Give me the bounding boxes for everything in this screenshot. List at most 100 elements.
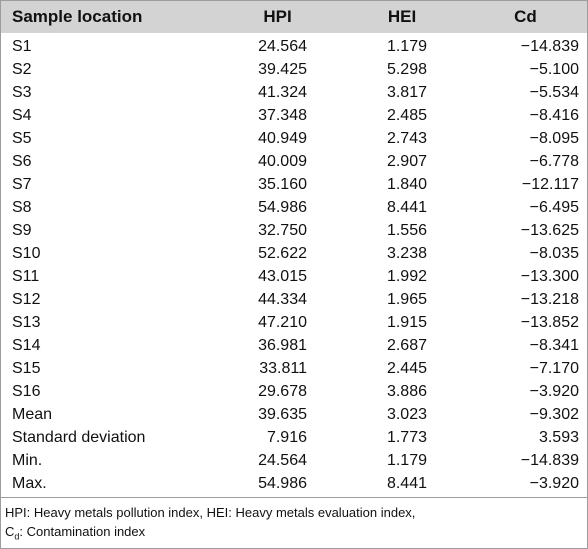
cell-cd: −13.300 [520,268,579,285]
cell-hei: 1.992 [386,268,427,285]
cell-cd: −14.839 [520,452,579,469]
cell-hei: 5.298 [386,61,427,78]
table-row: S11 43.015 1.992 −13.300 [1,265,587,288]
footer-divider [1,497,587,498]
cell-cd: −13.218 [520,291,579,308]
table-row: Min. 24.564 1.179 −14.839 [1,449,587,472]
cell-sample-location: Mean [12,406,53,423]
cell-sample-location: S1 [12,38,32,55]
table-row: S10 52.622 3.238 −8.035 [1,242,587,265]
header-sample-location: Sample location [12,7,143,26]
cell-hei: 8.441 [386,199,427,216]
footnote-line-2: Cd: Contamination index [5,522,587,547]
cell-hei: 1.773 [386,429,427,446]
table-row: S14 36.981 2.687 −8.341 [1,334,587,357]
cell-cd: −13.852 [520,314,579,331]
cell-hei: 1.965 [386,291,427,308]
cell-cd: −7.170 [529,360,579,377]
cell-cd: −8.095 [529,130,579,147]
cell-hei: 3.238 [386,245,427,262]
table-row: S13 47.210 1.915 −13.852 [1,311,587,334]
cell-hei: 8.441 [386,475,427,492]
table-row: S8 54.986 8.441 −6.495 [1,196,587,219]
table-row: S1 24.564 1.179 −14.839 [1,33,587,58]
header-row: Sample location HPI HEI Cd [1,1,587,33]
cell-hpi: 40.009 [258,153,307,170]
cell-sample-location: Standard deviation [12,429,146,446]
table-row: S5 40.949 2.743 −8.095 [1,127,587,150]
cell-sample-location: S13 [12,314,41,331]
cell-cd: −6.495 [529,199,579,216]
cell-hpi: 41.324 [258,84,307,101]
footnote-c: C [5,524,15,539]
cell-hei: 2.445 [386,360,427,377]
cell-hei: 1.179 [386,452,427,469]
cell-hpi: 32.750 [258,222,307,239]
cell-sample-location: S4 [12,107,32,124]
cell-sample-location: S10 [12,245,41,262]
cell-hpi: 40.949 [258,130,307,147]
cell-hei: 2.687 [386,337,427,354]
cell-sample-location: S11 [12,268,40,285]
cell-cd: 3.593 [538,429,579,446]
cell-sample-location: S14 [12,337,41,354]
cell-sample-location: S5 [12,130,32,147]
cell-sample-location: Min. [12,452,43,469]
table-body: S1 24.564 1.179 −14.839 S2 39.425 5.298 −5.100 S… [1,33,587,495]
cell-hei: 1.840 [386,176,427,193]
cell-hei: 2.907 [386,153,427,170]
table-row: Mean 39.635 3.023 −9.302 [1,403,587,426]
cell-cd: −3.920 [529,475,579,492]
cell-hei: 1.556 [386,222,427,239]
cell-hpi: 47.210 [258,314,307,331]
footnote-c-subscript: d [14,531,20,542]
cell-sample-location: S9 [12,222,32,239]
cell-hpi: 54.986 [258,199,307,216]
cell-sample-location: S12 [12,291,41,308]
data-table: Sample location HPI HEI Cd S1 24.564 1.179… [1,1,587,495]
cell-sample-location: S7 [12,176,32,193]
cell-sample-location: S15 [12,360,41,377]
cell-cd: −3.920 [529,383,579,400]
footnote: HPI: Heavy metals pollution index, HEI: … [1,498,587,547]
cell-cd: −6.778 [529,153,579,170]
cell-hpi: 33.811 [259,360,307,377]
cell-hpi: 44.334 [258,291,307,308]
table-row: S6 40.009 2.907 −6.778 [1,150,587,173]
cell-hei: 2.743 [386,130,427,147]
table-row: S12 44.334 1.965 −13.218 [1,288,587,311]
table-row: S7 35.160 1.840 −12.117 [1,173,587,196]
cell-cd: −9.302 [529,406,579,423]
table-row: S16 29.678 3.886 −3.920 [1,380,587,403]
cell-hpi: 7.916 [266,429,307,446]
cell-hpi: 52.622 [258,245,307,262]
cell-cd: −14.839 [520,38,579,55]
cell-hpi: 39.635 [258,406,307,423]
cell-cd: −5.100 [529,61,579,78]
cell-cd: −8.035 [529,245,579,262]
cell-sample-location: S6 [12,153,32,170]
table-row: S15 33.811 2.445 −7.170 [1,357,587,380]
cell-hpi: 39.425 [258,61,307,78]
cell-hei: 1.915 [386,314,427,331]
cell-sample-location: S3 [12,84,32,101]
table-row: S4 37.348 2.485 −8.416 [1,104,587,127]
cell-cd: −5.534 [529,84,579,101]
cell-hpi: 36.981 [258,337,307,354]
cell-hpi: 37.348 [258,107,307,124]
cell-hpi: 54.986 [258,475,307,492]
cell-hei: 3.817 [386,84,427,101]
cell-hei: 2.485 [386,107,427,124]
header-hei: HEI [387,7,417,26]
cell-hpi: 35.160 [258,176,307,193]
table-row: S9 32.750 1.556 −13.625 [1,219,587,242]
cell-hpi: 24.564 [258,38,307,55]
cell-cd: −8.416 [529,107,579,124]
cell-sample-location: S2 [12,61,32,78]
header-cd: Cd [514,7,537,26]
cell-hei: 3.023 [386,406,427,423]
footnote-contamination: : Contamination index [19,524,146,539]
cell-hpi: 24.564 [258,452,307,469]
table-row: S3 41.324 3.817 −5.534 [1,81,587,104]
